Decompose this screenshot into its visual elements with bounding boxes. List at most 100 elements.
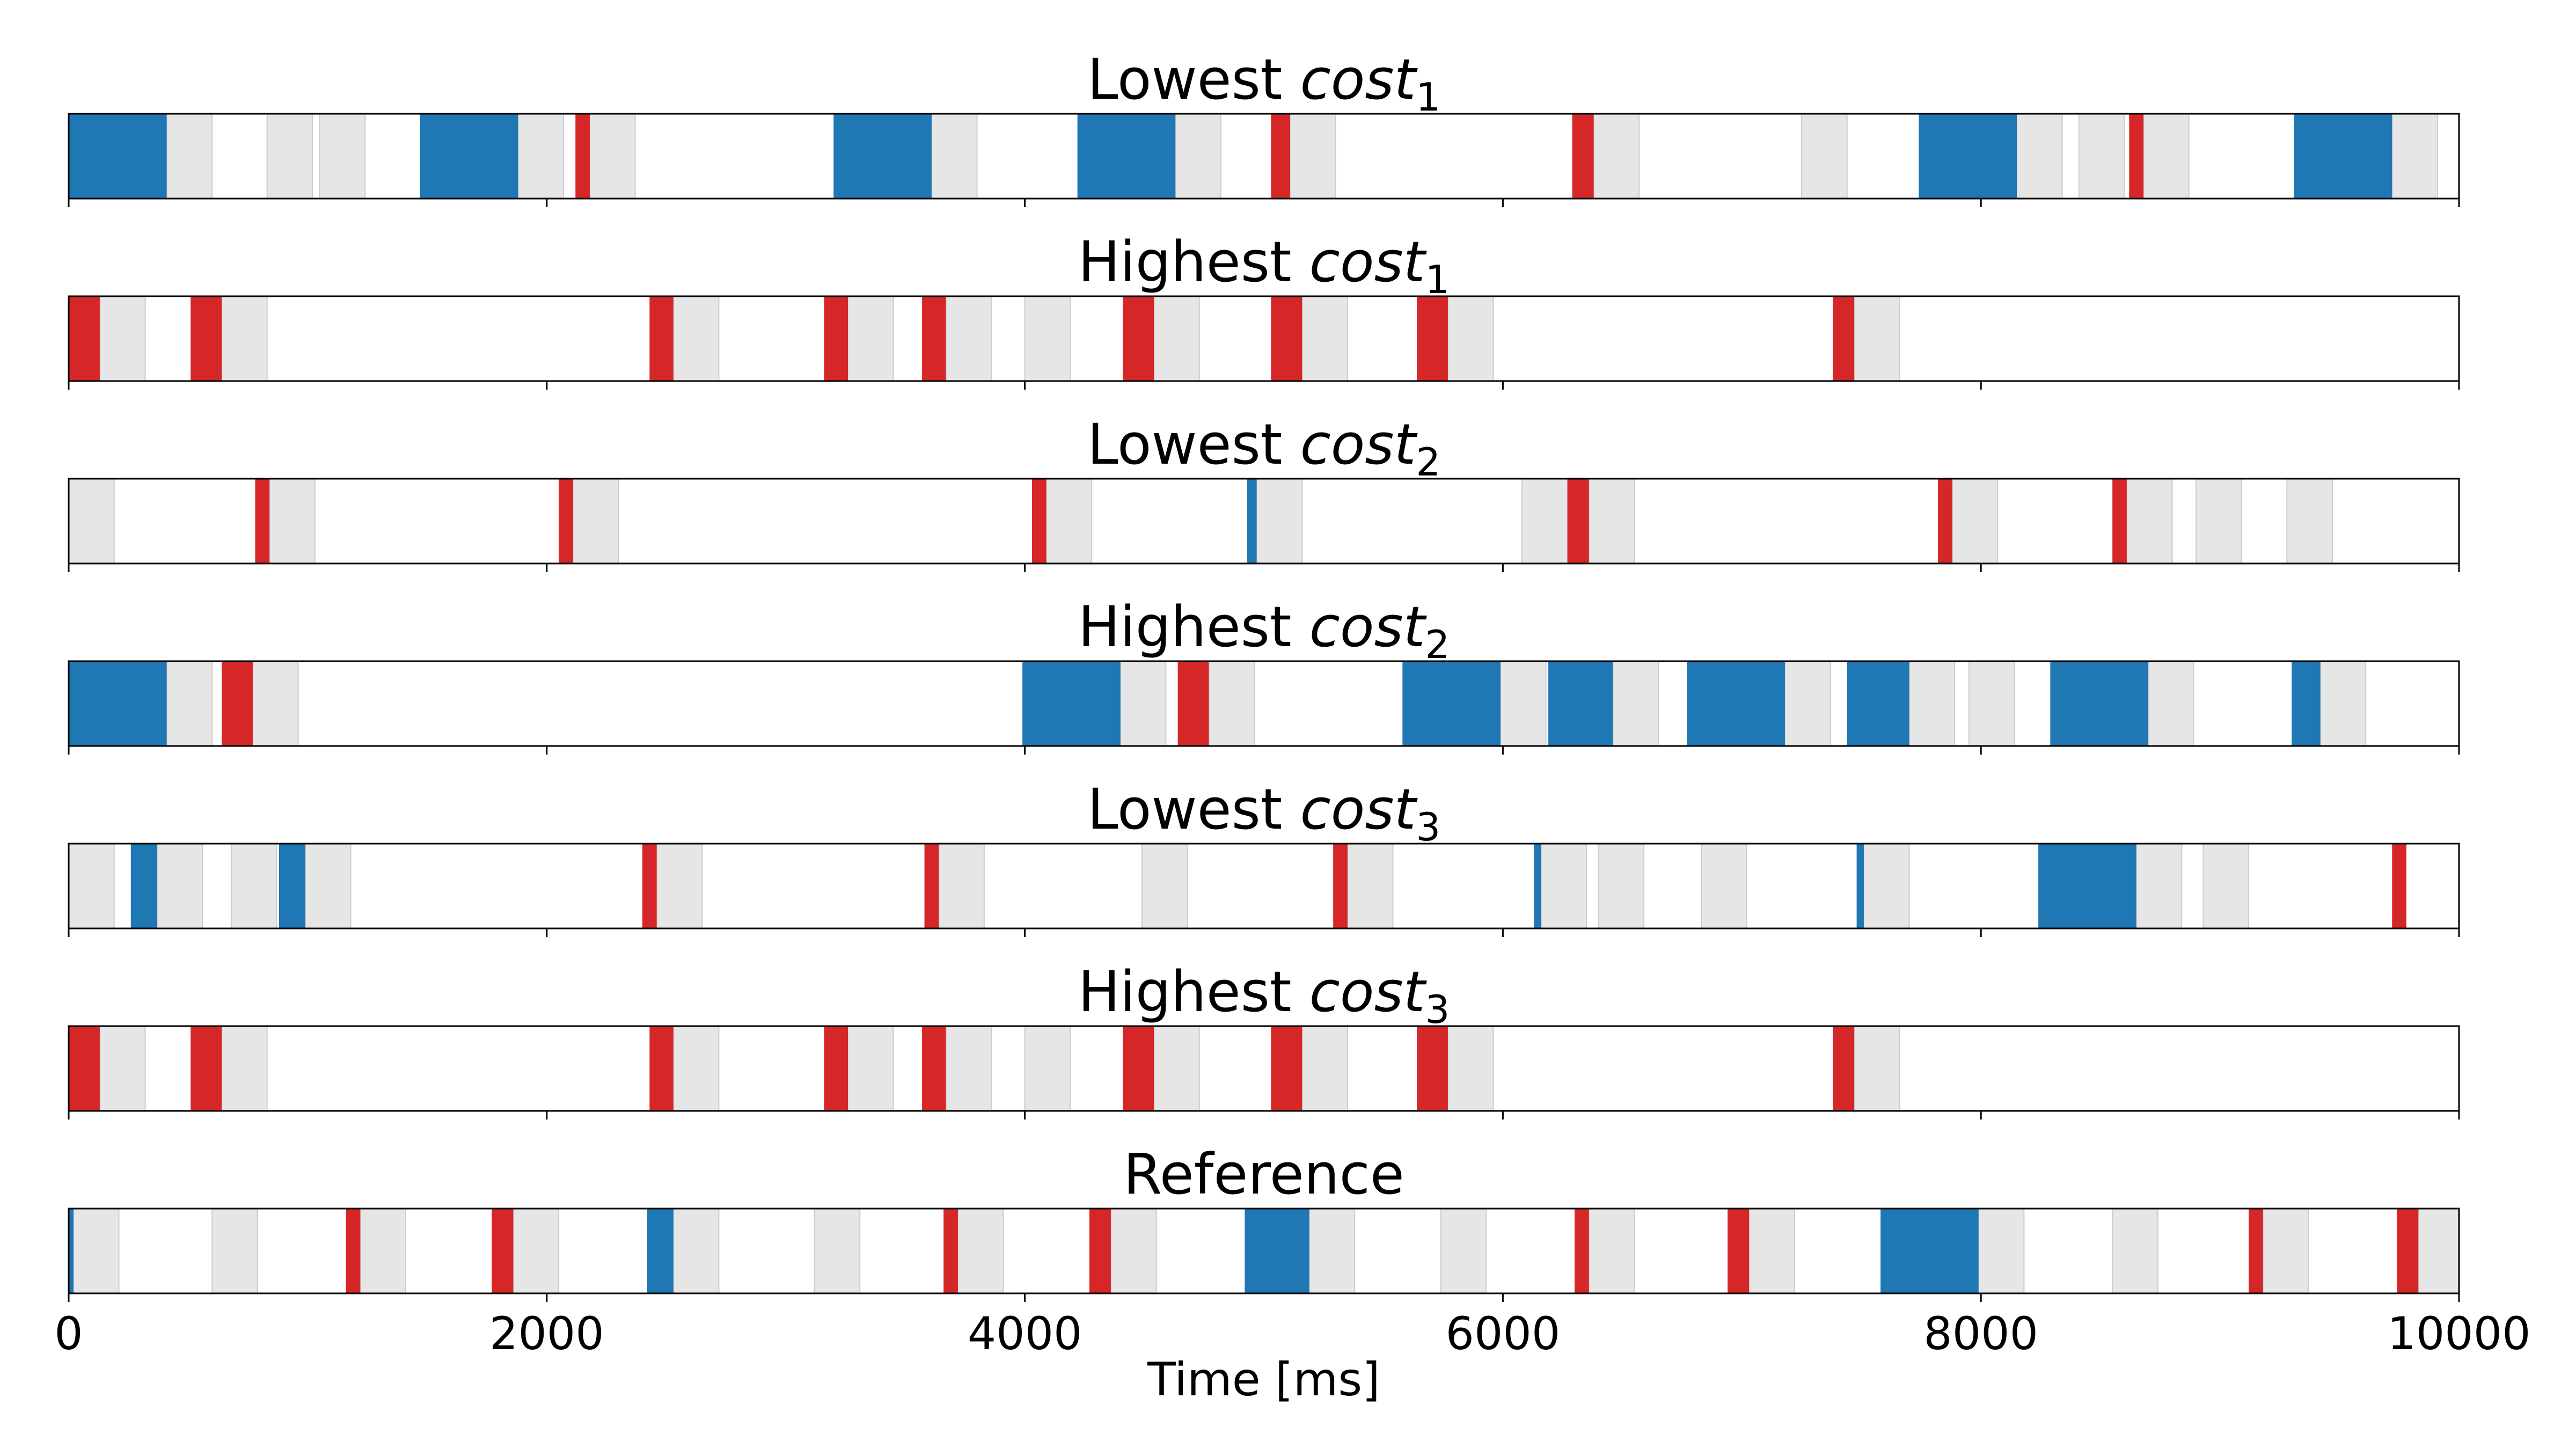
red-interval xyxy=(1567,479,1589,564)
gray-interval xyxy=(672,1026,720,1111)
panel-title-italic: cost xyxy=(1309,959,1427,1024)
gray-interval xyxy=(156,843,203,929)
blue-interval xyxy=(1022,661,1121,746)
red-interval xyxy=(1728,1209,1750,1293)
panel-title-prefix: Highest xyxy=(1078,229,1309,295)
gray-interval xyxy=(166,113,213,199)
panel-5: Lowest cost3 xyxy=(68,777,2460,937)
panel-title: Highest cost2 xyxy=(1078,594,1450,667)
gray-interval xyxy=(1024,1026,1071,1111)
panel-title-italic: cost xyxy=(1300,412,1418,477)
blue-interval xyxy=(69,1209,74,1293)
panel-7: Reference xyxy=(68,1141,2460,1302)
x-tick-label: 4000 xyxy=(968,1307,1082,1360)
panel-title-prefix: Lowest xyxy=(1087,47,1300,112)
gray-interval xyxy=(1968,661,2015,747)
red-interval xyxy=(1833,296,1855,381)
gray-interval xyxy=(1301,296,1348,382)
panel-title: Highest cost3 xyxy=(1078,959,1450,1032)
gray-interval xyxy=(68,478,115,564)
gray-interval xyxy=(2196,478,2242,564)
gray-interval xyxy=(957,1208,1004,1294)
x-tick-label: 6000 xyxy=(1446,1307,1561,1360)
x-tick-label: 10000 xyxy=(2387,1307,2530,1360)
gray-interval xyxy=(2418,1208,2460,1294)
gray-interval xyxy=(2202,843,2250,929)
blue-interval xyxy=(1245,1209,1309,1293)
red-interval xyxy=(191,296,222,381)
gray-interval xyxy=(2143,113,2190,199)
panel-background xyxy=(69,296,2459,381)
red-interval xyxy=(1417,1026,1448,1111)
red-interval xyxy=(642,844,657,928)
panel-title-italic: cost xyxy=(1300,777,1418,842)
red-interval xyxy=(2249,1209,2263,1293)
gray-interval xyxy=(2126,478,2173,564)
panel-background xyxy=(69,1026,2459,1111)
red-interval xyxy=(1575,1209,1589,1293)
gray-interval xyxy=(1175,113,1221,199)
red-interval xyxy=(222,661,253,746)
red-interval xyxy=(191,1026,222,1111)
gray-interval xyxy=(2135,843,2183,929)
gray-interval xyxy=(221,296,268,382)
red-interval xyxy=(559,479,573,564)
gray-interval xyxy=(99,296,146,382)
blue-interval xyxy=(2038,844,2136,928)
blue-interval xyxy=(2050,661,2148,746)
x-tick-label: 8000 xyxy=(1923,1307,2038,1360)
gray-interval xyxy=(1784,661,1831,747)
red-interval xyxy=(922,1026,946,1111)
red-interval xyxy=(1177,661,1209,746)
gray-interval xyxy=(847,1026,894,1111)
gray-interval xyxy=(72,1208,120,1294)
panel-title-subscript: 3 xyxy=(1416,804,1440,850)
gray-interval xyxy=(572,478,619,564)
panel-frame xyxy=(68,478,2460,565)
gray-interval xyxy=(2391,113,2438,199)
red-interval xyxy=(1271,1026,1302,1111)
blue-interval xyxy=(1919,114,2017,199)
red-interval xyxy=(255,479,270,564)
gray-interval xyxy=(672,1208,720,1294)
blue-interval xyxy=(1847,661,1909,746)
gray-interval xyxy=(360,1208,407,1294)
gray-interval xyxy=(269,478,316,564)
blue-interval xyxy=(833,114,932,199)
gray-interval xyxy=(2078,113,2125,199)
red-interval xyxy=(1572,114,1594,199)
panel-3: Lowest cost2 xyxy=(68,412,2460,572)
gray-interval xyxy=(1289,113,1336,199)
x-axis-label: Time [ms] xyxy=(1147,1353,1380,1407)
gray-interval xyxy=(2016,113,2063,199)
panel-frame xyxy=(68,113,2460,200)
panel-title: Lowest cost2 xyxy=(1087,412,1440,485)
gray-interval xyxy=(1748,1208,1795,1294)
red-interval xyxy=(2112,479,2127,564)
x-tick-label: 0 xyxy=(54,1307,83,1360)
red-interval xyxy=(1123,296,1154,381)
panel-title: Reference xyxy=(1123,1141,1404,1207)
red-interval xyxy=(1271,114,1290,199)
red-interval xyxy=(824,1026,848,1111)
red-interval xyxy=(1123,1026,1154,1111)
blue-interval xyxy=(1548,661,1613,746)
red-interval xyxy=(69,296,100,381)
gray-interval xyxy=(221,1026,268,1111)
panel-title-prefix: Lowest xyxy=(1087,412,1300,477)
panel-frame xyxy=(68,1025,2460,1112)
gray-interval xyxy=(1346,843,1394,929)
red-interval xyxy=(1938,479,1952,564)
gray-interval xyxy=(1447,1026,1494,1111)
panel-title: Highest cost1 xyxy=(1078,229,1450,302)
gray-interval xyxy=(1854,296,1900,382)
panel-1: Lowest cost1 xyxy=(68,47,2460,207)
gray-interval xyxy=(672,296,720,382)
panel-title-subscript: 1 xyxy=(1425,257,1450,302)
gray-interval xyxy=(1863,843,1910,929)
gray-interval xyxy=(1301,1026,1348,1111)
gray-interval xyxy=(814,1208,861,1294)
gray-interval xyxy=(847,296,894,382)
gray-interval xyxy=(1447,296,1494,382)
gray-interval xyxy=(945,1026,992,1111)
